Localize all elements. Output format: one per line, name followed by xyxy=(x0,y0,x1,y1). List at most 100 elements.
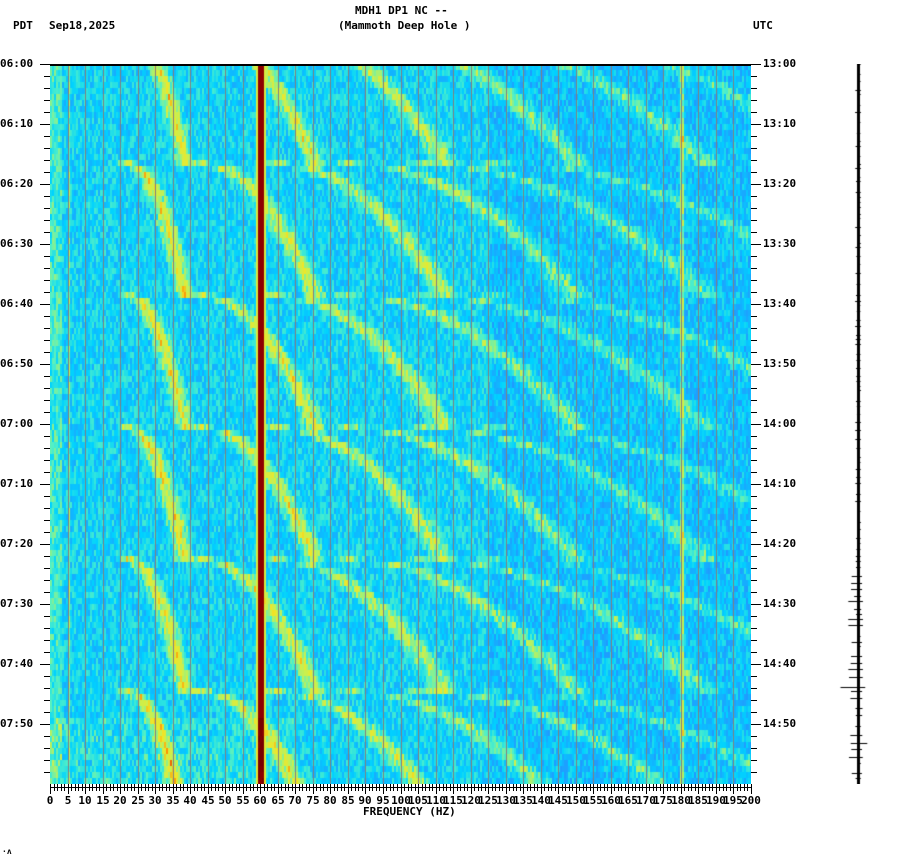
major-tick xyxy=(85,784,86,794)
major-tick xyxy=(40,604,50,605)
major-tick xyxy=(593,784,594,794)
major-tick xyxy=(558,784,559,794)
minor-tick xyxy=(44,172,50,173)
major-tick xyxy=(751,64,761,65)
major-tick xyxy=(348,784,349,794)
minor-tick xyxy=(751,676,757,677)
major-tick xyxy=(208,784,209,794)
minor-tick xyxy=(44,628,50,629)
frequency-label: 75 xyxy=(306,794,320,807)
frequency-label: 180 xyxy=(671,794,691,807)
minor-tick xyxy=(44,448,50,449)
minor-tick xyxy=(751,148,757,149)
major-tick xyxy=(365,784,366,794)
minor-tick xyxy=(751,556,757,557)
minor-tick xyxy=(751,340,757,341)
minor-tick xyxy=(751,628,757,629)
major-tick xyxy=(103,784,104,794)
major-tick xyxy=(40,364,50,365)
minor-tick xyxy=(44,256,50,257)
major-tick xyxy=(436,784,437,794)
frequency-label: 5 xyxy=(64,794,72,807)
minor-tick xyxy=(751,136,757,137)
major-tick xyxy=(733,784,734,794)
minor-tick xyxy=(751,208,757,209)
minor-tick xyxy=(44,280,50,281)
minor-tick xyxy=(44,760,50,761)
frequency-label: 175 xyxy=(653,794,673,807)
frequency-label: 15 xyxy=(96,794,110,807)
minor-tick xyxy=(44,772,50,773)
minor-tick xyxy=(751,376,757,377)
frequency-label: 170 xyxy=(636,794,656,807)
right-time-label: 14:40 xyxy=(763,657,797,670)
minor-tick xyxy=(44,220,50,221)
minor-tick xyxy=(751,736,757,737)
left-time-label: 07:50 xyxy=(0,717,34,730)
seismogram-canvas xyxy=(820,64,900,784)
minor-tick xyxy=(751,88,757,89)
major-tick xyxy=(698,784,699,794)
frequency-label: 120 xyxy=(461,794,481,807)
minor-tick xyxy=(44,652,50,653)
major-tick xyxy=(576,784,577,794)
minor-tick xyxy=(751,196,757,197)
major-tick xyxy=(681,784,682,794)
minor-tick xyxy=(44,292,50,293)
frequency-label: 185 xyxy=(688,794,708,807)
right-time-label: 13:30 xyxy=(763,237,797,250)
frequency-label: 190 xyxy=(706,794,726,807)
right-time-label: 14:30 xyxy=(763,597,797,610)
frequency-label: 25 xyxy=(131,794,145,807)
station-code: MDH1 DP1 NC -- xyxy=(355,4,448,17)
minor-tick xyxy=(751,760,757,761)
frequency-label: 60 xyxy=(253,794,267,807)
major-tick xyxy=(488,784,489,794)
minor-tick xyxy=(751,700,757,701)
minor-tick xyxy=(44,700,50,701)
right-timezone: UTC xyxy=(753,19,773,32)
minor-tick xyxy=(751,328,757,329)
frequency-label: 45 xyxy=(201,794,215,807)
minor-tick xyxy=(44,160,50,161)
major-tick xyxy=(401,784,402,794)
major-tick xyxy=(173,784,174,794)
minor-tick xyxy=(44,436,50,437)
frequency-label: 125 xyxy=(478,794,498,807)
right-time-label: 14:00 xyxy=(763,417,797,430)
frequency-label: 0 xyxy=(46,794,54,807)
major-tick xyxy=(330,784,331,794)
major-tick xyxy=(628,784,629,794)
major-tick xyxy=(243,784,244,794)
minor-tick xyxy=(44,520,50,521)
left-time-label: 06:00 xyxy=(0,57,34,70)
right-time-label: 14:50 xyxy=(763,717,797,730)
minor-tick xyxy=(751,616,757,617)
minor-tick xyxy=(751,292,757,293)
major-tick xyxy=(751,484,761,485)
frequency-label: 10 xyxy=(78,794,92,807)
major-tick xyxy=(138,784,139,794)
station-name: (Mammoth Deep Hole ) xyxy=(338,19,471,32)
frequency-label: 55 xyxy=(236,794,250,807)
minor-tick xyxy=(751,772,757,773)
minor-tick xyxy=(751,220,757,221)
minor-tick xyxy=(44,76,50,77)
frequency-label: 115 xyxy=(443,794,463,807)
right-time-label: 13:20 xyxy=(763,177,797,190)
major-tick xyxy=(418,784,419,794)
minor-tick xyxy=(751,508,757,509)
minor-tick xyxy=(44,136,50,137)
minor-tick xyxy=(751,268,757,269)
minor-tick xyxy=(44,196,50,197)
frequency-label: 105 xyxy=(408,794,428,807)
major-tick xyxy=(40,244,50,245)
left-time-label: 07:40 xyxy=(0,657,34,670)
minor-tick xyxy=(751,400,757,401)
major-tick xyxy=(541,784,542,794)
major-tick xyxy=(751,244,761,245)
minor-tick xyxy=(44,460,50,461)
minor-tick xyxy=(751,688,757,689)
seismogram-trace xyxy=(820,64,900,784)
minor-tick xyxy=(751,460,757,461)
